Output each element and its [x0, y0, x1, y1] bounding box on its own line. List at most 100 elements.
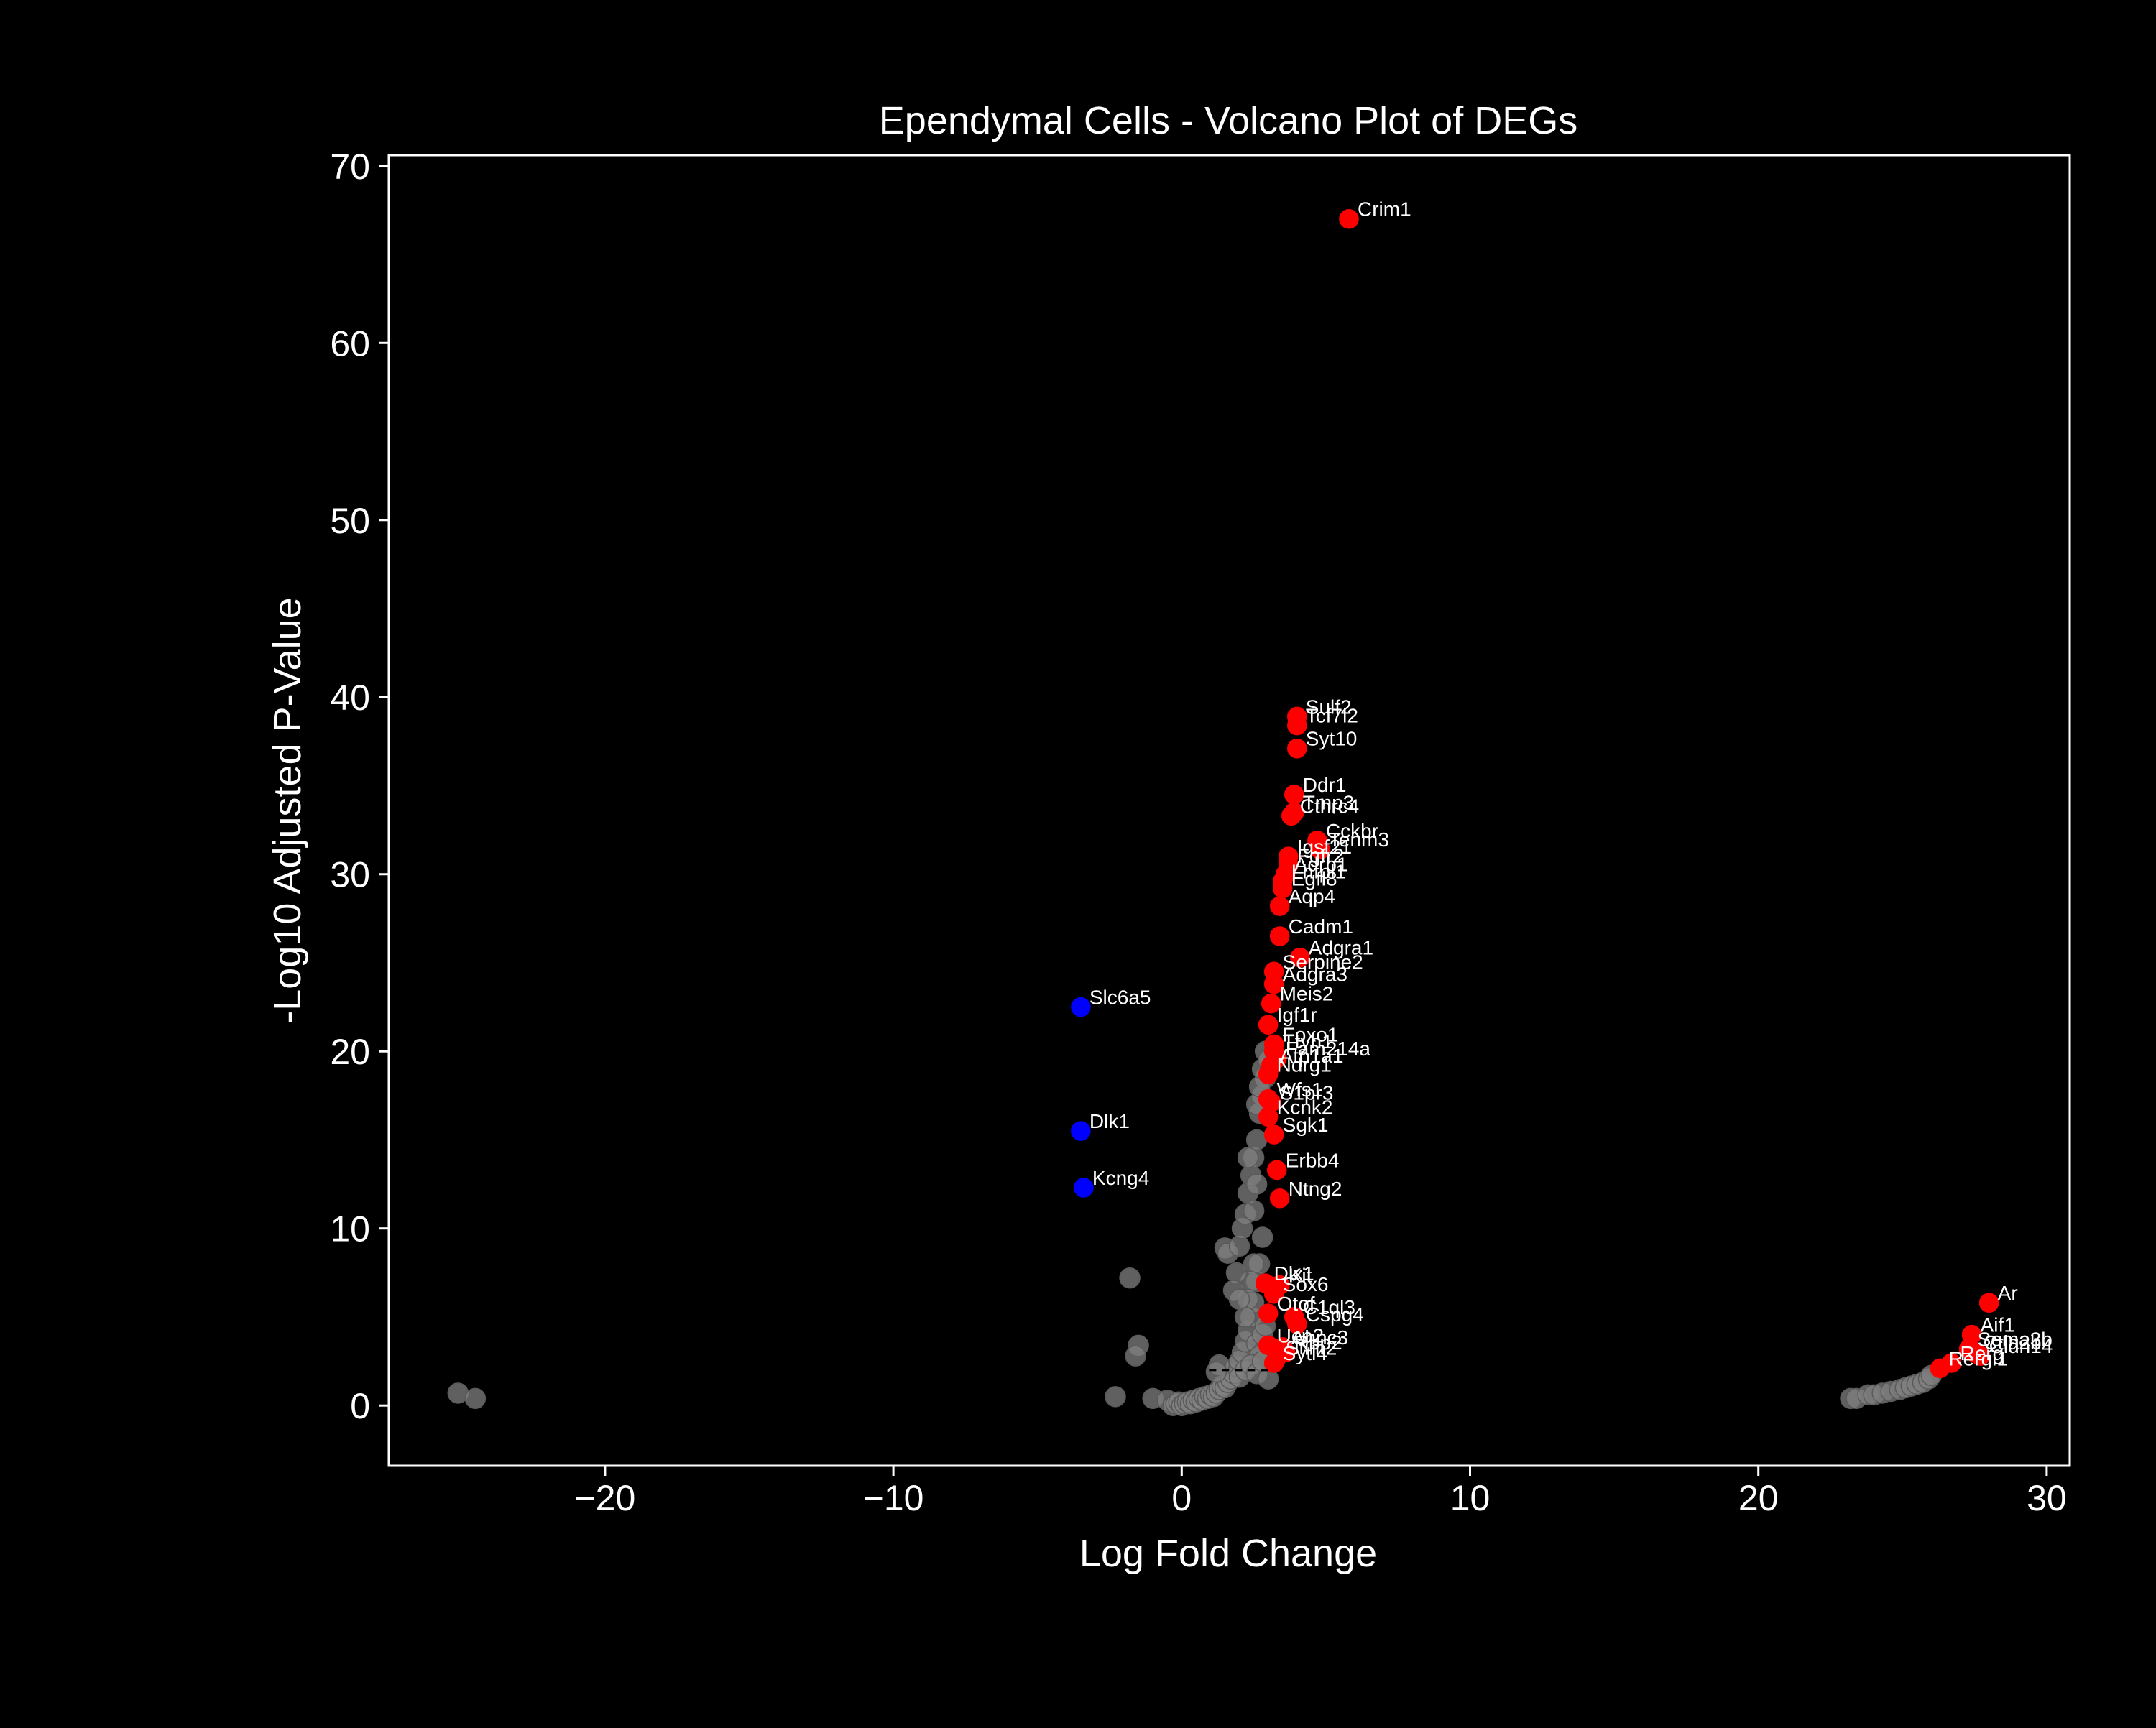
data-point: [1074, 1178, 1094, 1198]
data-point: [1339, 208, 1359, 229]
data-point: [464, 1387, 487, 1410]
data-point: [1228, 1288, 1250, 1311]
x-tick-label: 30: [2027, 1478, 2067, 1518]
gene-label: S1pr3: [1280, 1082, 1334, 1104]
gene-label: C1ql3: [1303, 1296, 1355, 1318]
x-tick-label: 0: [1171, 1478, 1192, 1518]
chart-title: Ependymal Cells - Volcano Plot of DEGs: [879, 99, 1577, 142]
data-point: [1287, 1314, 1307, 1334]
gene-label: Aif1: [1981, 1314, 2015, 1336]
data-point: [1263, 974, 1284, 994]
y-tick-label: 0: [350, 1386, 370, 1426]
gene-label: Serpine2: [1283, 951, 1363, 973]
data-point: [1125, 1345, 1146, 1367]
x-axis: −20 −10 0 10 20 30: [574, 1466, 2067, 1518]
gene-label: Kcnk2: [1277, 1096, 1333, 1118]
data-point: [1266, 1160, 1287, 1181]
gene-label: Ntng2: [1289, 1178, 1342, 1200]
gene-label: Meis2: [1280, 983, 1334, 1005]
y-tick-label: 60: [330, 323, 370, 364]
gene-label: Sytl4: [1283, 1342, 1327, 1364]
gene-label: Fgfr2: [1297, 844, 1344, 867]
data-point: [1245, 1173, 1268, 1195]
x-tick-label: −20: [574, 1478, 635, 1518]
gene-label: Syt10: [1306, 728, 1358, 750]
data-point: [1281, 805, 1302, 826]
data-point: [1970, 1346, 1991, 1366]
gene-label: Tmp3: [1303, 791, 1355, 813]
data-point: [1263, 1124, 1284, 1145]
gene-label: Erbb4: [1286, 1149, 1340, 1171]
gene-label: Ddr1: [1303, 774, 1347, 796]
y-tick-label: 40: [330, 678, 370, 718]
gene-label: Rerg: [1961, 1342, 2004, 1364]
y-tick-label: 50: [330, 501, 370, 541]
x-tick-label: −10: [863, 1478, 924, 1518]
data-point: [1263, 1284, 1284, 1304]
y-tick-label: 30: [330, 855, 370, 895]
gene-label: Adgra1: [1309, 937, 1373, 959]
gene-label: Sema3b: [1978, 1328, 2053, 1350]
gene-label: Igsf21: [1297, 836, 1352, 858]
data-point: [1258, 1064, 1279, 1085]
gene-label: Adgra3: [1283, 964, 1348, 986]
gene-label: Cspg4: [1306, 1303, 1364, 1326]
gene-label: Sulf2: [1306, 696, 1352, 718]
gene-label: Rergl1: [1948, 1347, 2007, 1369]
data-point: [1258, 1303, 1279, 1323]
data-point: [1258, 1106, 1279, 1127]
data-point: [1978, 1293, 1999, 1313]
gene-label: Aqp4: [1289, 885, 1335, 907]
gene-label: Cthrc4: [1300, 795, 1359, 817]
axes-frame: [387, 154, 2071, 1467]
gene-label: Cldn14: [1989, 1335, 2053, 1357]
gene-label: Lhfpl1: [1291, 861, 1346, 883]
gene-label: Ndrg1: [1277, 1053, 1332, 1076]
gene-label: Stim2: [1286, 1337, 1337, 1359]
gene-label: Cckbr: [1326, 820, 1378, 842]
data-point: [1261, 993, 1281, 1014]
data-point: [1071, 997, 1091, 1017]
gene-label: Sox6: [1283, 1273, 1329, 1295]
data-point: [1119, 1267, 1141, 1289]
gene-label: Ahnc3: [1291, 1326, 1348, 1349]
gene-label: Ctla2b: [1984, 1331, 2042, 1354]
y-tick-label: 10: [330, 1209, 370, 1249]
gene-label: Kit: [1289, 1265, 1312, 1287]
data-point: [1105, 1386, 1126, 1408]
y-axis-label: -Log10 Adjusted P-Value: [266, 597, 309, 1023]
x-axis-label: Log Fold Change: [1079, 1532, 1377, 1575]
gene-label: Wfs1: [1277, 1078, 1323, 1101]
data-point: [1287, 715, 1307, 736]
y-tick-label: 70: [330, 147, 370, 187]
data-point: [1243, 1200, 1265, 1221]
gene-label: Atp1a1: [1280, 1045, 1344, 1067]
gene-label: Otof: [1277, 1293, 1315, 1315]
gene-label: Dlk1: [1089, 1110, 1130, 1132]
gene-label: Foxo1: [1283, 1023, 1339, 1045]
gene-label: Slc6a5: [1089, 987, 1151, 1009]
data-point: [1290, 947, 1310, 968]
data-point: [1287, 738, 1307, 759]
data-point: [1251, 1226, 1273, 1248]
data-point: [1071, 1121, 1091, 1141]
gene-label: Ar: [1998, 1282, 2018, 1304]
data-point: [1245, 1129, 1268, 1151]
series-upregulated: [1255, 208, 1999, 1379]
data-point: [1269, 896, 1290, 916]
data-point: [1205, 1361, 1227, 1383]
gene-label: Tenm3: [1329, 828, 1389, 851]
y-axis: 0 10 20 30 40 50 60 70: [330, 147, 389, 1426]
data-point: [1234, 1306, 1256, 1328]
gene-label: Cadm1: [1289, 915, 1353, 938]
gene-label: Kcng4: [1092, 1167, 1149, 1189]
data-point: [1269, 926, 1290, 946]
x-tick-label: 10: [1450, 1478, 1491, 1518]
gene-label: Sgk1: [1283, 1114, 1329, 1136]
y-tick-label: 20: [330, 1032, 370, 1072]
data-point: [1930, 1358, 1950, 1379]
gene-label: Ttyh1: [1283, 1030, 1333, 1053]
